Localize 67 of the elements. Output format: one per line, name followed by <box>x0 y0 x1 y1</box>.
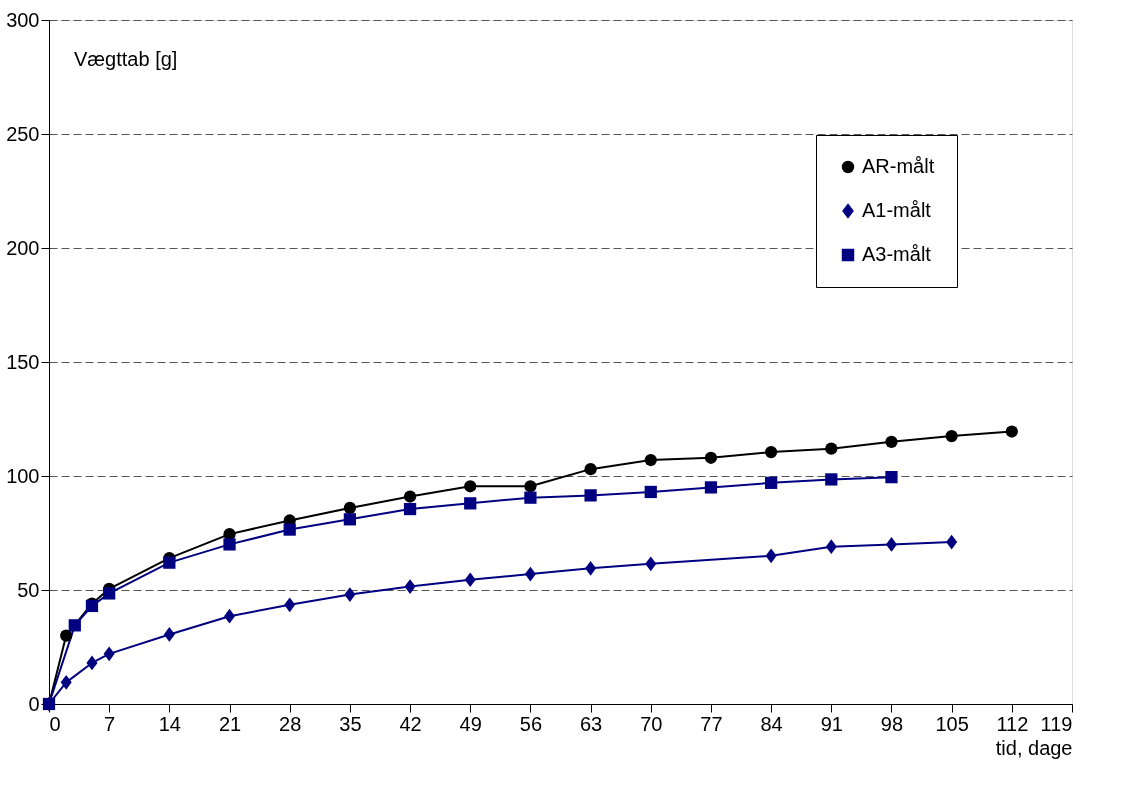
x-tick-label: 119 <box>1040 712 1073 735</box>
point <box>60 629 73 642</box>
point <box>60 674 72 690</box>
x-tick-label: 105 <box>935 712 969 735</box>
x-tick-label: 28 <box>279 712 302 735</box>
y-axis-title: Vægttab [g] <box>74 48 178 70</box>
legend-label: A3-målt <box>862 243 932 265</box>
point <box>885 435 898 448</box>
point <box>284 597 296 613</box>
y-tick-label: 150 <box>6 350 40 373</box>
point <box>885 471 898 484</box>
y-tick-label: 0 <box>28 692 40 715</box>
point <box>764 445 778 459</box>
point <box>825 539 837 555</box>
y-tick-label: 300 <box>6 8 40 31</box>
y-tick-label: 200 <box>6 236 40 259</box>
point <box>584 463 597 476</box>
legend-label: A1-målt <box>862 199 932 221</box>
y-tick-label: 100 <box>6 464 40 487</box>
point <box>524 566 536 582</box>
x-tick-label: 21 <box>218 712 242 735</box>
x-tick-label: 0 <box>49 712 61 735</box>
x-tick-label: 98 <box>880 712 904 735</box>
x-axis-title: tid, dage <box>995 736 1073 759</box>
y-tick-label: 50 <box>17 578 40 601</box>
point <box>403 490 417 503</box>
point <box>404 579 416 594</box>
point <box>765 548 777 564</box>
point <box>103 587 116 600</box>
x-tick-label: 56 <box>519 712 543 735</box>
x-tick-label: 63 <box>579 712 603 735</box>
point <box>464 497 477 510</box>
point <box>704 451 718 464</box>
point <box>403 502 417 516</box>
x-tick-label: 91 <box>820 712 843 735</box>
point <box>644 453 657 467</box>
point <box>945 429 958 443</box>
x-tick-label: 35 <box>339 712 362 735</box>
point <box>464 572 476 588</box>
point <box>1005 425 1018 438</box>
point <box>704 481 718 494</box>
point <box>86 655 98 671</box>
point <box>946 534 958 550</box>
point <box>163 627 175 642</box>
x-tick-label: 84 <box>760 712 783 735</box>
point <box>344 587 356 602</box>
point <box>585 560 597 576</box>
point <box>764 476 778 489</box>
y-tick-label: 250 <box>6 122 40 145</box>
point <box>885 537 897 552</box>
x-tick-label: 112 <box>996 712 1029 735</box>
point <box>343 501 357 515</box>
point <box>343 513 357 526</box>
point <box>68 619 81 632</box>
point <box>524 480 537 493</box>
legend-label: AR-målt <box>862 155 935 177</box>
x-tick-label: 42 <box>399 712 422 735</box>
x-tick-label: 49 <box>459 712 482 735</box>
x-tick-label: 77 <box>700 712 723 735</box>
x-tick-label: 14 <box>158 712 181 735</box>
point <box>464 480 477 493</box>
point <box>224 608 236 624</box>
point <box>645 556 657 572</box>
x-tick-label: 70 <box>640 712 663 735</box>
x-tick-label: 7 <box>104 712 116 735</box>
point <box>103 646 115 662</box>
point <box>644 485 657 499</box>
